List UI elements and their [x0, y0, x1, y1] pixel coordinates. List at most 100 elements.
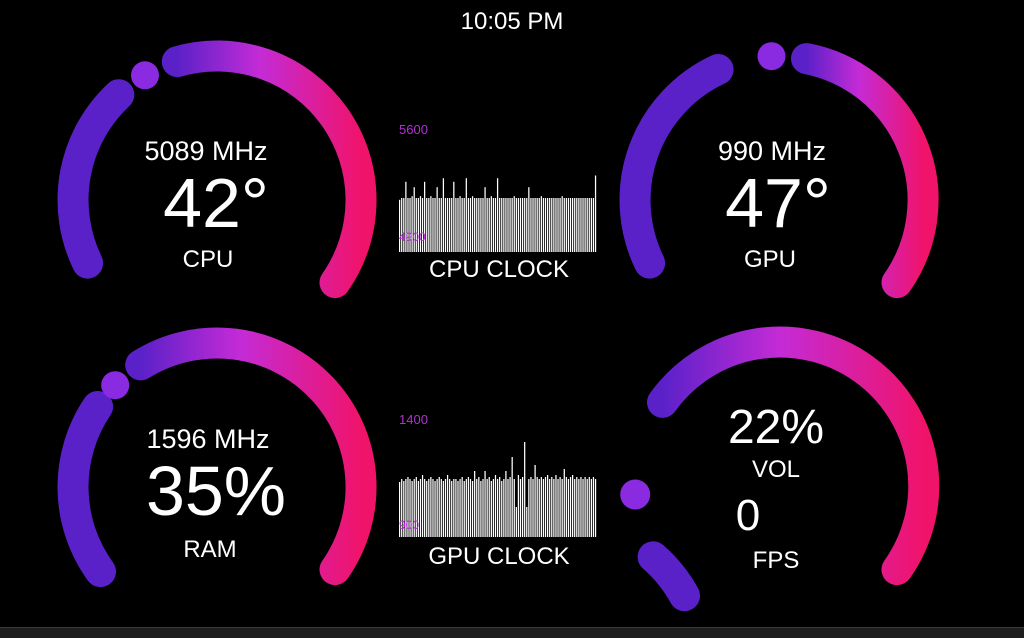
cpu-graph-svg-bar: [499, 198, 501, 252]
cpu-graph-svg-bar: [490, 196, 492, 252]
gpu-graph-svg-bar: [482, 479, 484, 537]
cpu-graph-svg-bar: [428, 198, 430, 252]
gpu-graph-svg-bar: [542, 479, 545, 537]
gpu-temperature: 47°: [725, 164, 831, 242]
cpu-graph-svg-bar: [432, 198, 434, 252]
gpu-graph-svg-bar: [413, 479, 415, 537]
gpu-graph-svg-bar: [511, 457, 513, 537]
cpu-graph-svg-bar: [538, 198, 540, 252]
cpu-graph-svg-bar: [561, 196, 563, 252]
gpu-graph-svg-bar: [576, 477, 578, 537]
cpu-frequency: 5089 MHz: [144, 136, 268, 166]
cpu-graph-svg-bar: [446, 198, 449, 252]
cpu-graph-svg-bar: [501, 198, 503, 252]
gpu-graph-svg-bar: [536, 477, 538, 537]
gpu-graph-svg-bar: [446, 475, 449, 537]
gpu-graph-svg-bar: [544, 477, 547, 537]
cpu-graph-svg-bar: [409, 198, 411, 252]
cpu-graph-svg-bar: [574, 198, 576, 252]
gpu-graph-svg-bar: [557, 479, 559, 537]
gauge-ram-indicator-dot: [101, 371, 130, 400]
gpu-graph-svg-bar: [513, 479, 515, 537]
cpu-graph-svg-bar: [424, 181, 426, 252]
gpu-clock-graph: 1400 900 GPU CLOCK: [399, 412, 599, 572]
cpu-graph-svg-bar: [486, 198, 488, 252]
cpu-graph-svg-bar: [578, 198, 580, 252]
ram-gauge-ring: [57, 327, 377, 588]
cpu-graph-svg-bar: [411, 196, 413, 252]
gpu-clock-title: GPU CLOCK: [428, 543, 570, 570]
gpu-graph-svg-bar: [419, 479, 422, 537]
cpu-graph-svg-bar: [442, 178, 445, 252]
cpu-temperature: 42°: [163, 164, 269, 242]
cpu-graph-svg-bar: [434, 198, 436, 252]
gpu-graph-svg-bar: [417, 481, 420, 537]
cpu-graph-svg-bar: [503, 198, 505, 252]
cpu-graph-svg-bar: [415, 198, 417, 252]
gpu-graph-svg-bar: [561, 479, 563, 537]
gpu-graph-svg-bar: [515, 507, 517, 537]
gpu-graph-svg-bar: [509, 477, 511, 537]
gpu-graph-svg-bar: [499, 477, 501, 537]
gpu-graph-svg-bar: [507, 479, 509, 537]
cpu-graph-svg-bar: [517, 198, 520, 252]
gpu-graph-svg-bar: [592, 477, 595, 537]
gpu-graph-svg-bar: [551, 477, 553, 537]
gpu-graph-svg-bar: [488, 477, 490, 537]
cpu-clock-max-label: 5600: [399, 122, 428, 137]
gpu-graph-svg-bar: [455, 479, 457, 537]
gpu-clock-bars: [399, 442, 597, 537]
cpu-graph-svg-bar: [590, 198, 592, 252]
gpu-graph-svg-bar: [586, 479, 588, 537]
cpu-graph-svg-bar: [484, 187, 486, 252]
gpu-graph-svg-bar: [584, 477, 586, 537]
cpu-graph-svg-bar: [544, 198, 547, 252]
cpu-graph-svg-bar: [567, 198, 570, 252]
cpu-graph-svg-bar: [413, 187, 415, 252]
cpu-clock-graph: 5600 4900 CPU CLOCK: [399, 122, 599, 283]
gpu-graph-svg-bar: [538, 479, 540, 537]
gpu-graph-svg-bar: [421, 475, 424, 537]
cpu-graph-svg-bar: [528, 187, 530, 252]
cpu-graph-svg-bar: [474, 198, 476, 252]
gpu-graph-svg-bar: [567, 479, 570, 537]
cpu-graph-svg-bar: [534, 198, 536, 252]
ram-frequency: 1596 MHz: [146, 424, 270, 454]
gpu-clock-max-label: 1400: [399, 412, 428, 427]
gpu-graph-svg-bar: [430, 477, 432, 537]
cpu-graph-svg-bar: [509, 198, 511, 252]
gpu-graph-svg-bar: [549, 479, 551, 537]
gpu-graph-svg-bar: [484, 471, 486, 537]
gauge-vol-arc-segment: [647, 326, 940, 586]
gpu-graph-svg-bar: [469, 479, 472, 537]
gauge-cpu-indicator-dot: [131, 61, 159, 90]
gpu-graph-svg-bar: [580, 477, 582, 537]
cpu-graph-svg-bar: [521, 198, 524, 252]
cpu-graph-svg-bar: [576, 198, 578, 252]
fps-label: FPS: [752, 547, 800, 574]
gauge-cpu-arc-segment: [57, 79, 135, 279]
cpu-graph-svg-bar: [478, 198, 480, 252]
cpu-gauge-ring: [57, 40, 377, 299]
gauge-cpu-arc-segment: [161, 40, 377, 299]
cpu-graph-svg-bar: [588, 198, 590, 252]
gpu-graph-svg-bar: [555, 475, 557, 537]
cpu-graph-svg-bar: [530, 198, 532, 252]
gpu-graph-svg-bar: [569, 477, 572, 537]
cpu-graph-svg-bar: [563, 198, 565, 252]
cpu-graph-svg-bar: [584, 198, 586, 252]
gpu-graph-svg-bar: [490, 481, 492, 537]
ram-usage: 35%: [145, 452, 287, 530]
gpu-graph-svg-bar: [434, 481, 436, 537]
cpu-graph-svg-bar: [421, 198, 424, 252]
cpu-clock-bars: [399, 175, 597, 252]
gpu-graph-svg-bar: [590, 479, 592, 537]
gpu-graph-svg-bar: [401, 479, 403, 537]
cpu-graph-svg-bar: [451, 198, 453, 252]
gpu-graph-svg-bar: [465, 479, 467, 537]
gpu-graph-svg-bar: [474, 471, 476, 537]
gpu-graph-svg-bar: [486, 479, 488, 537]
cpu-graph-svg-bar: [482, 198, 484, 252]
cpu-graph-svg-bar: [515, 198, 517, 252]
gpu-graph-svg-bar: [553, 479, 555, 537]
